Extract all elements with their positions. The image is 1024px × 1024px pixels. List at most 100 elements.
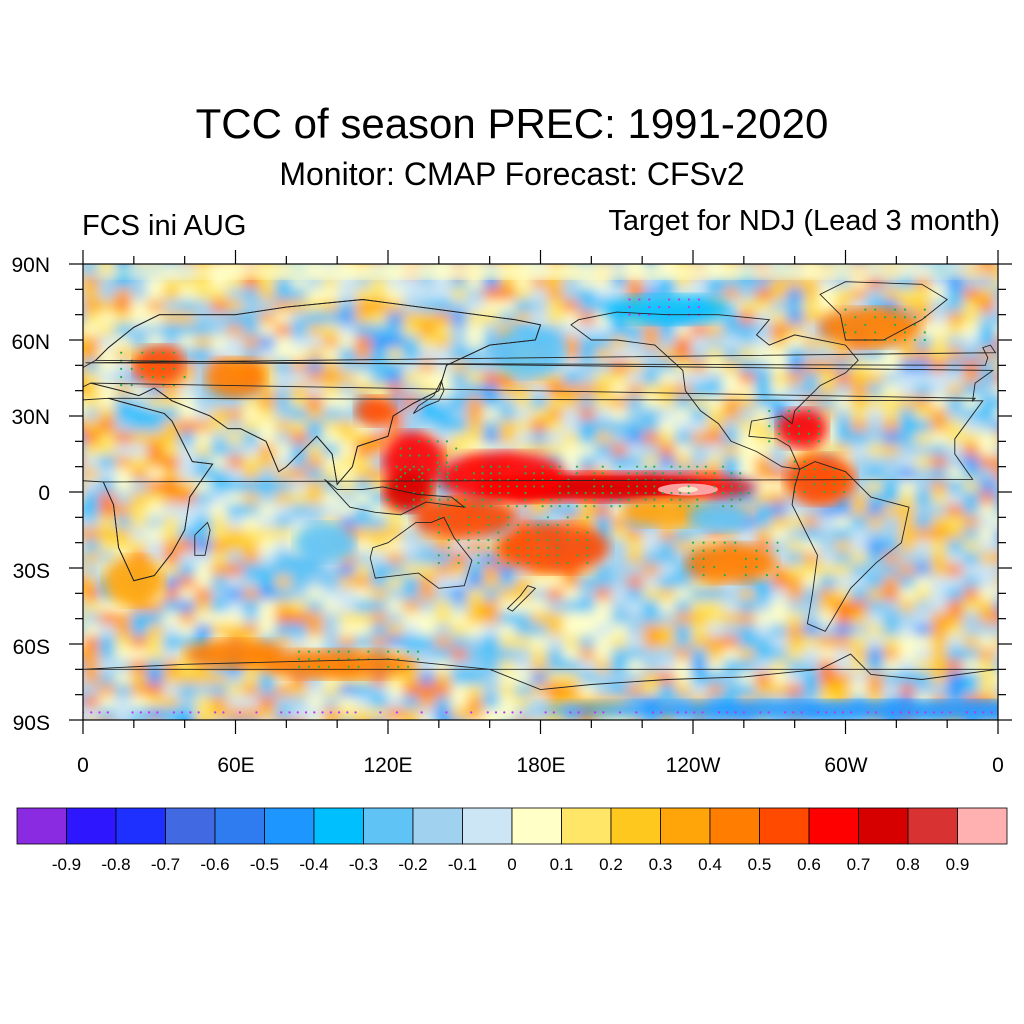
field-cell xyxy=(931,384,950,399)
field-cell xyxy=(915,492,934,507)
field-cell xyxy=(835,720,854,735)
field-cell xyxy=(691,624,710,639)
field-cell xyxy=(819,540,838,555)
field-cell xyxy=(643,600,662,615)
stipple-dot xyxy=(903,338,907,342)
field-cell xyxy=(851,600,870,615)
field-cell xyxy=(755,528,774,543)
field-cell xyxy=(387,540,406,555)
field-cell xyxy=(963,372,982,387)
field-cell xyxy=(419,372,438,387)
stipple-dot xyxy=(412,465,415,468)
field-cell xyxy=(83,480,102,495)
field-cell xyxy=(771,684,790,699)
field-cell xyxy=(131,468,150,483)
stipple-dot xyxy=(447,498,450,501)
stipple-dot xyxy=(498,472,501,475)
field-cell xyxy=(643,528,662,543)
field-cell xyxy=(675,612,694,627)
stipple-dot xyxy=(526,531,530,534)
field-cell xyxy=(547,300,566,315)
field-cell xyxy=(707,456,726,471)
field-cell xyxy=(611,408,630,423)
field-cell xyxy=(307,480,326,495)
field-cell xyxy=(291,408,310,423)
field-cell xyxy=(451,312,470,327)
field-cell xyxy=(835,624,854,639)
field-cell xyxy=(435,420,454,435)
stipple-dot xyxy=(552,711,555,714)
field-cell xyxy=(1011,504,1024,519)
field-cell xyxy=(851,408,870,423)
field-cell xyxy=(627,408,646,423)
field-cell xyxy=(179,564,198,579)
field-cell xyxy=(675,672,694,687)
field-cell xyxy=(995,420,998,435)
field-cell xyxy=(595,588,614,603)
field-cell xyxy=(883,504,902,519)
stipple-dot xyxy=(586,531,589,534)
stipple-dot xyxy=(517,523,520,527)
field-cell xyxy=(99,516,118,531)
field-cell xyxy=(659,408,678,423)
field-cell xyxy=(387,588,406,603)
field-cell xyxy=(275,492,294,507)
colorbar-box xyxy=(858,807,909,845)
stipple-dot xyxy=(421,498,424,501)
coastline xyxy=(819,281,948,341)
field-cell xyxy=(579,348,598,363)
field-cell xyxy=(627,660,646,675)
lat-tick-label: 60S xyxy=(13,636,50,659)
field-cell xyxy=(323,564,342,579)
field-cell xyxy=(211,468,230,483)
field-cell xyxy=(499,636,518,651)
stipple-dot xyxy=(397,650,400,653)
field-cell xyxy=(227,456,246,471)
field-cell xyxy=(83,564,102,579)
field-cell xyxy=(883,396,902,411)
field-cell xyxy=(179,396,198,411)
stipple-dot xyxy=(792,711,795,714)
field-cell xyxy=(451,276,470,291)
field-cell xyxy=(867,624,886,639)
field-cell xyxy=(435,672,454,687)
field-cell xyxy=(947,432,966,447)
pattern-blob xyxy=(820,307,922,348)
stipple-dot xyxy=(329,711,332,714)
field-cell xyxy=(259,396,278,411)
field-cell xyxy=(595,408,614,423)
field-cell xyxy=(515,720,534,735)
field-cell xyxy=(1011,648,1024,663)
stipple-dot xyxy=(566,561,569,565)
stipple-dot xyxy=(844,331,847,334)
field-cell xyxy=(963,324,982,339)
field-cell xyxy=(291,636,310,651)
field-cell xyxy=(179,612,198,627)
field-cell xyxy=(931,624,950,639)
field-cell xyxy=(147,480,166,495)
stipple-dot xyxy=(787,417,791,420)
pattern-blob xyxy=(293,522,355,563)
field-cell xyxy=(899,516,918,531)
field-cell xyxy=(643,276,662,291)
stipple-dot xyxy=(541,485,544,488)
field-cell xyxy=(995,312,998,327)
field-cell xyxy=(307,336,326,351)
field-cell xyxy=(419,636,438,651)
field-cell xyxy=(259,468,278,483)
field-cell xyxy=(275,372,294,387)
field-cell xyxy=(195,684,214,699)
stipple-dot xyxy=(399,447,402,450)
field-cell xyxy=(627,372,646,387)
field-cell xyxy=(451,660,470,675)
field-cell xyxy=(899,684,918,699)
field-cell xyxy=(435,312,454,327)
stipple-dot xyxy=(797,425,801,428)
field-cell xyxy=(947,396,966,411)
stipple-dot xyxy=(755,549,758,552)
field-cell xyxy=(211,540,230,555)
field-cell xyxy=(227,540,246,555)
field-cell xyxy=(771,636,790,651)
stipple-dot xyxy=(661,472,665,475)
field-cell xyxy=(291,600,310,615)
